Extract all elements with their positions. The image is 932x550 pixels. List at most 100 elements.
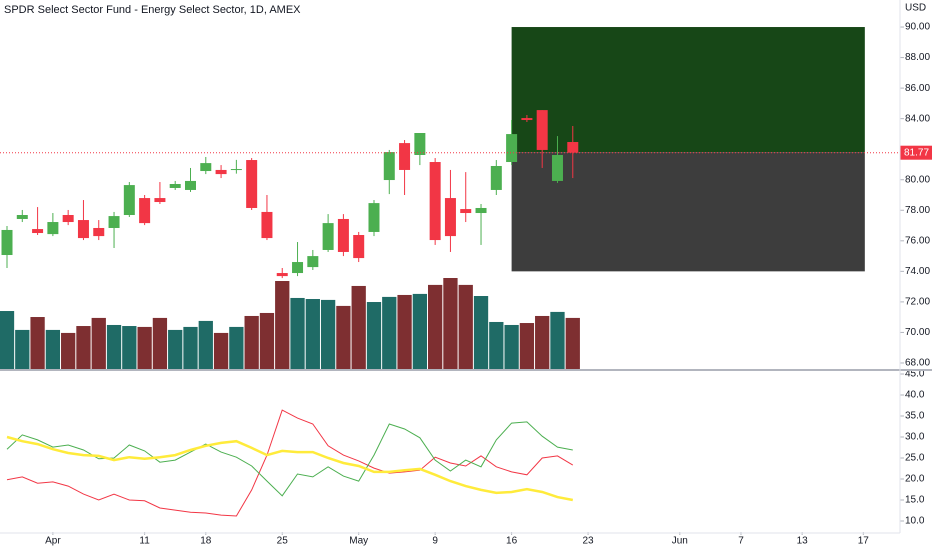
volume-bar: [183, 326, 198, 370]
indicator-y-tick-label: 25.0: [905, 453, 925, 464]
indicator-y-tick-label: 30.0: [905, 432, 925, 443]
x-tick-label: Apr: [45, 536, 61, 547]
volume-bar: [152, 317, 168, 370]
volume-bar: [519, 323, 535, 370]
candle-body: [337, 218, 349, 252]
candle-body: [16, 215, 28, 219]
x-tick-label: 9: [432, 536, 438, 547]
volume-bar: [229, 326, 244, 370]
volume-bar: [168, 329, 183, 370]
candle-body: [551, 154, 563, 181]
candle-body: [429, 162, 441, 241]
volume-bar: [0, 311, 15, 370]
candle-body: [246, 160, 258, 208]
indicator-y-tick-label: 35.0: [905, 411, 925, 422]
indicator-y-tick-label: 20.0: [905, 474, 925, 485]
volume-bar: [535, 315, 550, 370]
profit-zone: [511, 27, 865, 153]
candle-body: [47, 222, 59, 235]
volume-bar: [489, 321, 504, 370]
x-tick-label: 7: [738, 536, 744, 547]
volume-bar: [351, 285, 366, 370]
volume-bar: [91, 317, 106, 370]
y-tick-label: 80.00: [905, 174, 930, 185]
volume-bar: [244, 315, 259, 370]
y-tick-label: 74.00: [905, 266, 930, 277]
x-tick-label: 23: [583, 536, 595, 547]
candle-body: [169, 184, 181, 188]
candle-body: [230, 169, 242, 171]
candle-body: [322, 223, 334, 250]
candle-body: [521, 118, 533, 121]
candle-body: [383, 152, 395, 181]
candle-body: [77, 220, 89, 239]
volume-bar: [213, 332, 229, 370]
candle-body: [506, 134, 518, 163]
volume-bar: [45, 329, 61, 370]
volume-bar: [259, 312, 275, 370]
volume-bar: [412, 293, 428, 370]
volume-bar: [473, 296, 489, 370]
candle-body: [536, 110, 548, 150]
x-tick-label: 11: [139, 536, 150, 547]
y-tick-label: 78.00: [905, 205, 930, 216]
indicator-y-tick-label: 10.0: [905, 516, 925, 527]
candle-body: [414, 133, 426, 155]
y-tick-label: 84.00: [905, 113, 930, 124]
candle-body: [200, 163, 212, 172]
candle-body: [399, 143, 411, 170]
volume-bar: [275, 281, 290, 370]
candle-body: [475, 207, 487, 214]
volume-bar: [458, 284, 473, 370]
candle-body: [184, 180, 196, 190]
volume-bar: [61, 332, 76, 370]
indicator-line: [6, 421, 573, 497]
candle-body: [215, 169, 227, 175]
y-tick-label: 76.00: [905, 235, 930, 246]
last-price-badge: [900, 145, 932, 160]
volume-bar: [565, 317, 580, 370]
currency-label: USD: [905, 3, 926, 14]
candle-body: [62, 215, 74, 223]
y-tick-label: 68.00: [905, 358, 930, 369]
x-tick-label: 25: [277, 536, 289, 547]
x-tick-label: May: [349, 536, 368, 547]
y-tick-label: 70.00: [905, 327, 930, 338]
volume-bar: [397, 294, 412, 370]
x-tick-label: 13: [797, 536, 809, 547]
volume-bar: [366, 302, 382, 370]
volume-bar: [76, 326, 91, 370]
x-tick-label: Jun: [672, 536, 688, 547]
volume-bar: [122, 326, 137, 370]
volume-bar: [198, 320, 213, 370]
candle-body: [32, 229, 44, 234]
volume-bar: [290, 297, 305, 370]
loss-zone: [511, 152, 865, 272]
candle-body: [368, 203, 380, 232]
y-tick-label: 90.00: [905, 22, 930, 33]
volume-bar: [137, 326, 152, 370]
candle-body: [139, 198, 151, 224]
volume-bar: [550, 311, 565, 370]
volume-bar: [443, 278, 458, 370]
candle-body: [567, 142, 579, 153]
last-price-label: 81.77: [904, 147, 929, 158]
candle-body: [261, 211, 273, 239]
volume-bar: [382, 296, 397, 370]
candle-body: [123, 185, 135, 216]
volume-bar: [336, 305, 351, 370]
candle-body: [444, 198, 456, 237]
volume-bar: [504, 324, 519, 370]
candle-body: [154, 198, 166, 203]
volume-bar: [30, 317, 45, 370]
indicator-y-tick-label: 40.0: [905, 390, 925, 401]
candle-body: [108, 216, 120, 228]
x-tick-label: 18: [200, 536, 212, 547]
candle-body: [307, 256, 319, 268]
candle-body: [292, 262, 304, 274]
volume-bar: [320, 299, 336, 370]
candle-body: [460, 209, 472, 214]
x-tick-label: 16: [506, 536, 518, 547]
volume-bar: [428, 284, 443, 370]
